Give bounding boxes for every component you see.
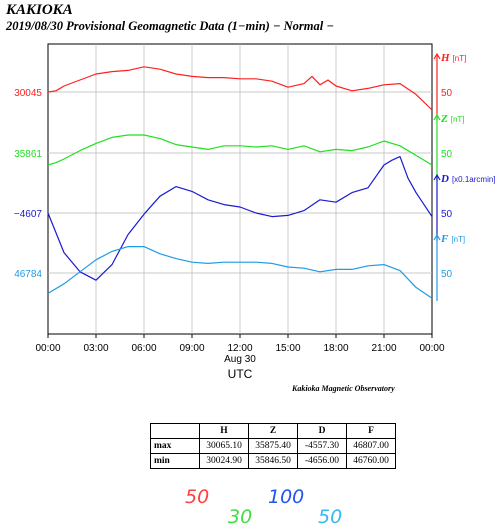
stats-cell: 46807.00 — [346, 438, 396, 454]
handwritten-note-d: 100 — [268, 486, 305, 508]
scale-bar-arrow-d — [433, 173, 441, 181]
series-ref-label-d: −4607 — [14, 209, 43, 220]
series-ref-label-h: 30045 — [14, 88, 42, 99]
x-tick-label: 12:00 — [227, 343, 252, 354]
series-line-d — [47, 156, 433, 281]
stats-cell: -4656.00 — [297, 453, 347, 469]
x-tick-label: 15:00 — [275, 343, 300, 354]
stats-cell: 30065.10 — [199, 438, 249, 454]
stats-row-min: min 30024.90 35846.50 -4656.00 46760.00 — [150, 453, 396, 469]
series-name-d: D [x0.1arcmin] — [440, 173, 496, 185]
x-tick-label: 03:00 — [83, 343, 108, 354]
magnetogram-chart: 00:00 03:00 06:00 09:00 12:00 15:00 18:00 21:00… — [14, 43, 496, 381]
stats-col-d: D — [297, 423, 347, 439]
x-tick-label: 06:00 — [131, 343, 156, 354]
x-date-label: Aug 30 — [224, 354, 256, 365]
series-line-h — [47, 66, 433, 111]
x-tick-label: 18:00 — [323, 343, 348, 354]
stats-col-z: Z — [248, 423, 298, 439]
station-title: KAKIOKA — [6, 2, 73, 18]
stats-col-h: H — [199, 423, 249, 439]
handwritten-note-h: 50 — [185, 486, 210, 508]
stats-cell: 35846.50 — [248, 453, 298, 469]
series-name-f: F [nT] — [440, 233, 465, 245]
observatory-credit: Kakioka Magnetic Observatory — [292, 384, 395, 393]
stats-cell: -4557.30 — [297, 438, 347, 454]
series-ref-label-z: 35861 — [14, 149, 42, 160]
handwritten-note-z: 30 — [228, 506, 253, 528]
scale-label-d: 50 — [441, 209, 453, 220]
series-name-h: H [nT] — [440, 52, 466, 64]
stats-corner — [150, 423, 200, 439]
scale-label-z: 50 — [441, 149, 453, 160]
stats-cell: 35875.40 — [248, 438, 298, 454]
handwritten-note-f: 50 — [318, 506, 343, 528]
stats-table: H Z D F max 30065.10 35875.40 -4557.30 4… — [150, 423, 396, 469]
series-ref-label-f: 46784 — [14, 269, 42, 280]
scale-bar-arrow-z — [433, 113, 441, 121]
stats-row-label: min — [150, 453, 200, 469]
x-tick-label: 00:00 — [35, 343, 60, 354]
stats-col-f: F — [346, 423, 396, 439]
scale-label-h: 50 — [441, 88, 453, 99]
x-tick-label: 09:00 — [179, 343, 204, 354]
series-name-z: Z [nT] — [440, 113, 465, 125]
x-tick-label: 00:00 — [419, 343, 444, 354]
stats-row-max: max 30065.10 35875.40 -4557.30 46807.00 — [150, 438, 396, 454]
scale-bar-arrow-h — [433, 52, 441, 60]
series-line-f — [47, 246, 433, 299]
stats-row-label: max — [150, 438, 200, 454]
chart-subtitle: 2019/08/30 Provisional Geomagnetic Data … — [6, 19, 334, 33]
stats-header-row: H Z D F — [150, 423, 396, 439]
scale-label-f: 50 — [441, 269, 453, 280]
series-line-z — [47, 134, 433, 166]
x-tick-label: 21:00 — [371, 343, 396, 354]
x-axis-title: UTC — [228, 367, 253, 381]
stats-cell: 46760.00 — [346, 453, 396, 469]
scale-bar-arrow-f — [433, 233, 441, 241]
stats-cell: 30024.90 — [199, 453, 249, 469]
